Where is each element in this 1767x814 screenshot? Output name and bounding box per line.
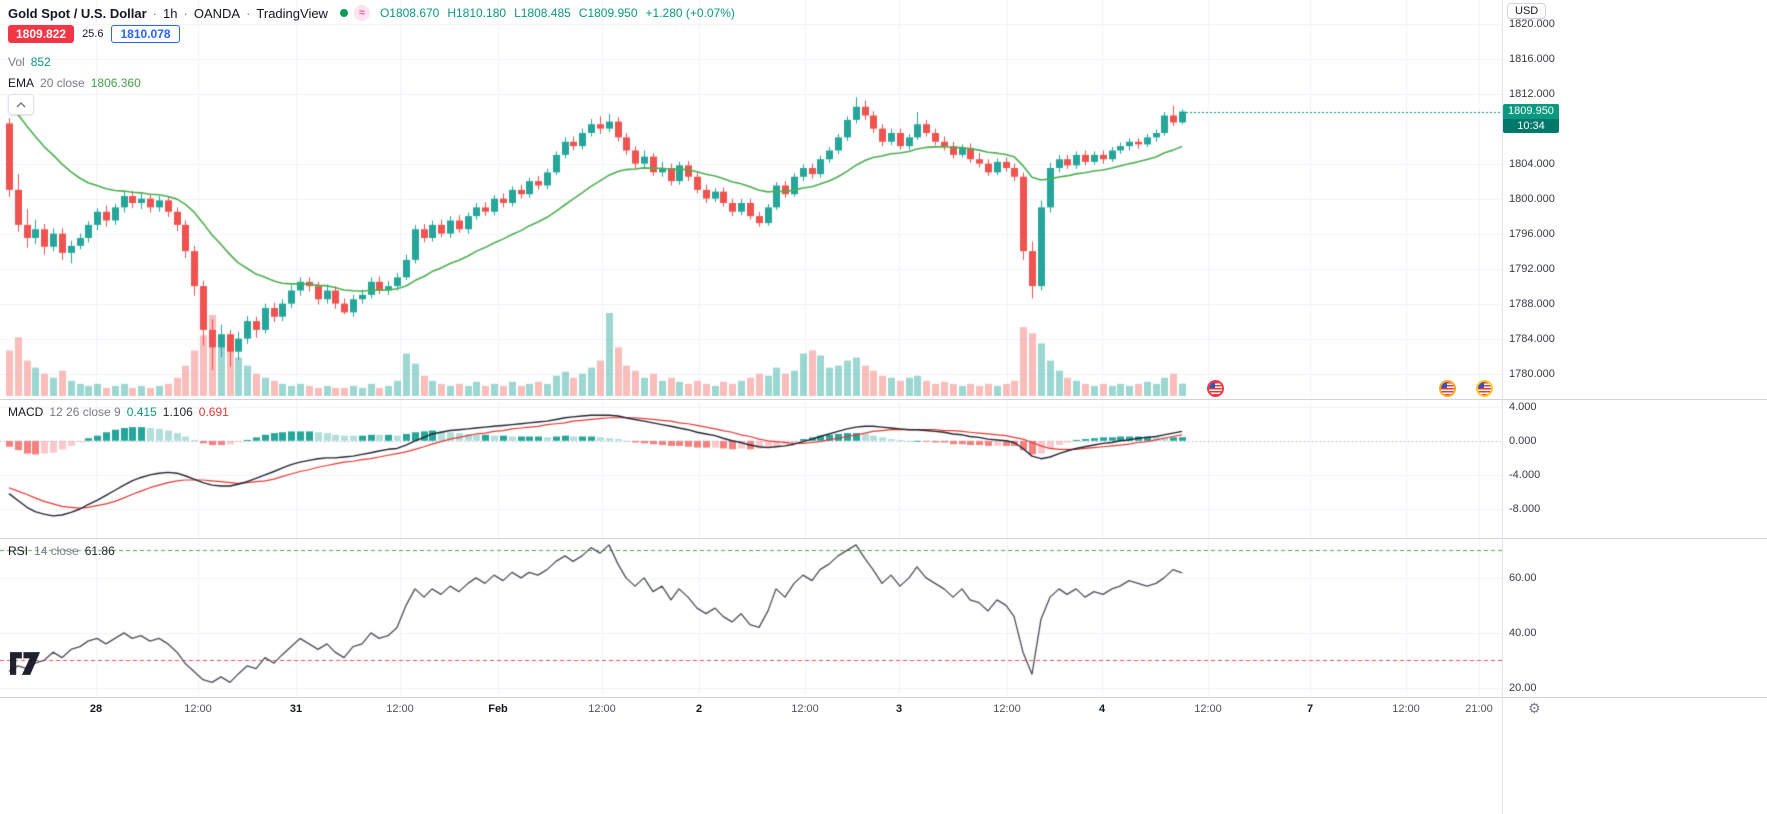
time-tick-label: 12:00 (1194, 703, 1222, 715)
separator-dot: · (246, 5, 251, 21)
price-tick-label: 1780.000 (1509, 367, 1555, 380)
time-tick-label: 31 (289, 703, 303, 715)
rsi-tick-label: 60.00 (1509, 571, 1537, 584)
currency-toggle-button[interactable]: USD (1507, 3, 1547, 19)
rsi-name[interactable]: RSI (8, 544, 29, 558)
sell-button[interactable]: 1809.822 (8, 25, 75, 43)
symbol-legend: Gold Spot / U.S. Dollar · 1h · OANDA · T… (8, 5, 735, 21)
time-tick-label: 12:00 (588, 703, 616, 715)
macd-tick-label: 4.000 (1509, 400, 1537, 413)
rsi-tick-label: 40.00 (1509, 626, 1537, 639)
ohlc-values: O1808.670 H1810.180 L1808.485 C1809.950 … (380, 6, 735, 20)
gear-icon[interactable]: ⚙ (1528, 700, 1541, 716)
tradingview-logo[interactable] (10, 652, 40, 680)
price-chart-canvas[interactable] (0, 0, 1502, 697)
macd-tick-label: 0.000 (1509, 434, 1537, 447)
brand-label: TradingView (256, 5, 328, 21)
time-tick-label: 12:00 (791, 703, 819, 715)
pane-divider-macd-rsi[interactable] (0, 538, 1767, 539)
price-tick-label: 1796.000 (1509, 227, 1555, 240)
time-tick-label: 12:00 (386, 703, 414, 715)
price-tick-label: 1792.000 (1509, 262, 1555, 275)
pane-divider-main-macd[interactable] (0, 399, 1767, 400)
tradingview-logo-icon (10, 652, 40, 675)
low-value: L1808.485 (514, 6, 571, 20)
macd-legend: MACD 12 26 close 9 0.415 1.106 0.691 (8, 405, 229, 419)
trade-panel: 1809.822 25.6 1810.078 (8, 25, 180, 43)
symbol-title[interactable]: Gold Spot / U.S. Dollar (8, 5, 147, 21)
exchange-label: OANDA (193, 5, 241, 21)
time-tick-label: Feb (488, 703, 508, 715)
macd-name[interactable]: MACD (8, 405, 44, 419)
data-status-icon[interactable]: ≈ (353, 5, 370, 21)
volume-legend: Vol 852 (8, 55, 51, 69)
macd-hist-value: 0.415 (126, 405, 157, 419)
price-tick-label: 1784.000 (1509, 332, 1555, 345)
macd-line-value: 1.106 (162, 405, 193, 419)
volume-value: 852 (30, 55, 51, 69)
spread-value: 25.6 (82, 28, 104, 40)
ema-params: 20 close (40, 76, 85, 90)
market-open-dot-icon (339, 9, 348, 17)
ema-value: 1806.360 (90, 76, 141, 90)
time-tick-label: 4 (1098, 703, 1106, 715)
time-tick-label: 12:00 (184, 703, 212, 715)
time-tick-label: 28 (89, 703, 103, 715)
time-tick-label: 21:00 (1465, 703, 1493, 715)
macd-tick-label: -4.000 (1509, 468, 1541, 481)
economic-event-flag-icon[interactable] (1439, 380, 1456, 397)
chevron-up-icon (16, 101, 26, 108)
time-tick-label: 2 (695, 703, 703, 715)
rsi-value: 61.86 (84, 544, 115, 558)
price-tick-label: 1804.000 (1509, 157, 1555, 170)
last-price-value: 1809.950 (1503, 103, 1559, 119)
last-price-label: 1809.950 10:34 (1503, 103, 1559, 133)
bar-countdown: 10:34 (1503, 118, 1559, 133)
buy-button[interactable]: 1810.078 (111, 25, 180, 43)
volume-label[interactable]: Vol (8, 55, 25, 69)
price-tick-label: 1812.000 (1509, 87, 1555, 100)
separator-dot: · (183, 5, 188, 21)
price-axis-separator (1502, 0, 1503, 814)
time-axis-divider (0, 697, 1767, 698)
price-tick-label: 1816.000 (1509, 52, 1555, 65)
rsi-params: 14 close (34, 544, 79, 558)
close-value: C1809.950 (578, 6, 638, 20)
ema-legend: EMA 20 close 1806.360 (8, 76, 141, 90)
macd-params: 12 26 close 9 (49, 405, 121, 419)
price-tick-label: 1788.000 (1509, 297, 1555, 310)
high-value: H1810.180 (447, 6, 507, 20)
macd-signal-value: 0.691 (198, 405, 229, 419)
economic-event-flag-icon[interactable] (1207, 380, 1224, 397)
ema-name[interactable]: EMA (8, 76, 35, 90)
time-tick-label: 3 (895, 703, 903, 715)
economic-event-flag-icon[interactable] (1476, 380, 1493, 397)
macd-tick-label: -8.000 (1509, 503, 1541, 515)
interval-label[interactable]: 1h (163, 5, 178, 21)
time-tick-label: 12:00 (1392, 703, 1420, 715)
change-value: +1.280 (+0.07%) (645, 6, 735, 20)
separator-dot: · (152, 5, 158, 21)
time-tick-label: 12:00 (993, 703, 1021, 715)
rsi-legend: RSI 14 close 61.86 (8, 544, 115, 558)
price-tick-label: 1800.000 (1509, 192, 1555, 205)
open-value: O1808.670 (379, 6, 440, 20)
legend-collapse-button[interactable] (8, 94, 34, 115)
rsi-tick-label: 20.00 (1509, 681, 1537, 694)
time-tick-label: 7 (1306, 703, 1314, 715)
